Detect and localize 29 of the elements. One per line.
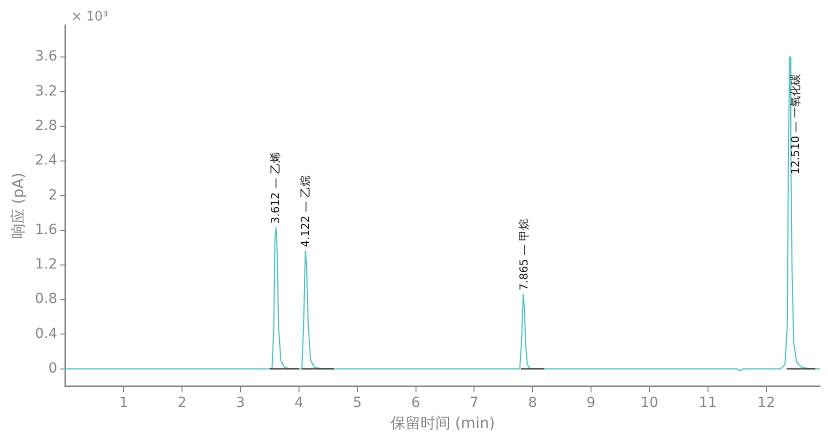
y-tick-label: 1.2 (35, 256, 58, 273)
x-tick-label: 12 (757, 395, 776, 412)
x-tick-label: 1 (119, 395, 128, 412)
x-tick-label: 6 (411, 395, 420, 412)
text: × 10³ (71, 9, 108, 24)
x-tick-label: 5 (352, 395, 362, 412)
x-tick-label: 2 (178, 395, 187, 412)
x-tick-label: 11 (698, 395, 717, 412)
y-tick-label: 0.4 (35, 326, 58, 342)
annotation: 4.122 — 乙烷 (298, 176, 312, 248)
y-tick-label: 1.6 (35, 222, 58, 238)
x-tick-label: 9 (586, 395, 596, 412)
y-tick-label: 0.8 (35, 291, 58, 308)
x-tick-label: 4 (294, 395, 304, 412)
y-tick-label: 2 (48, 187, 58, 204)
annotation: 12.510 — 一氧化碳 (788, 74, 802, 174)
y-tick-label: 3.2 (35, 83, 58, 100)
x-tick-label: 7 (470, 395, 479, 412)
x-tick-label: 3 (236, 395, 245, 412)
y-tick-label: 3.6 (35, 48, 58, 65)
y-tick-label: 2.4 (35, 152, 58, 169)
y-tick-label: 2.8 (35, 118, 58, 134)
x-tick-label: 10 (640, 395, 658, 412)
y-axis-title: 响应 (pA) (8, 172, 27, 239)
x-axis-title: 保留时间 (min) (390, 414, 496, 432)
annotation: 7.865 — 甲烷 (518, 218, 531, 290)
annotation: 3.612 — 乙烯 (269, 152, 282, 224)
y-tick-label: 0 (48, 360, 58, 377)
x-tick-label: 8 (528, 395, 538, 412)
